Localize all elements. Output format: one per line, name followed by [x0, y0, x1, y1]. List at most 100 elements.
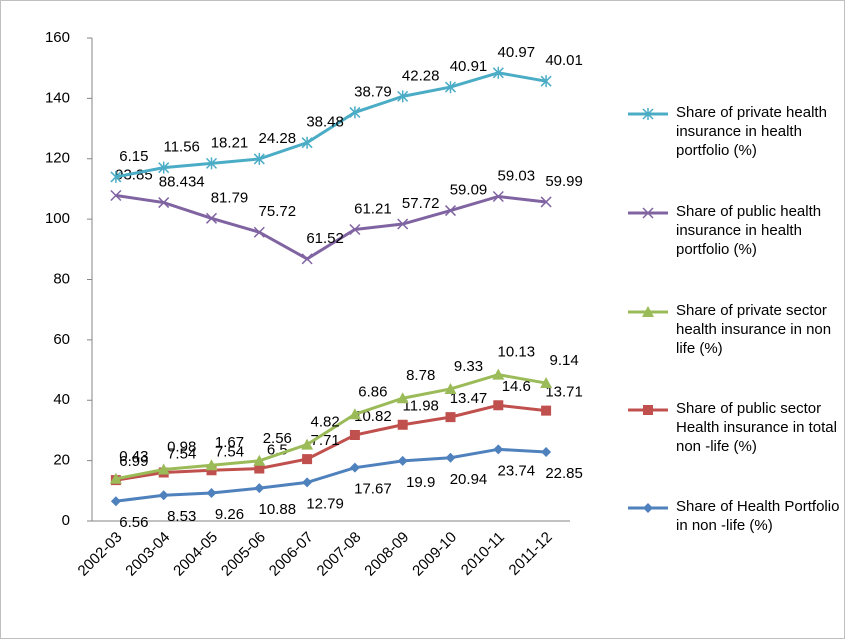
data-label: 14.6 — [502, 378, 531, 395]
marker — [158, 490, 169, 501]
x-tick-label: 2010-11 — [458, 529, 508, 579]
marker — [444, 81, 457, 94]
marker — [158, 161, 170, 174]
data-label: 1.67 — [215, 434, 244, 451]
data-label: 61.52 — [306, 230, 344, 247]
x-tick-label: 2005-06 — [218, 529, 269, 580]
data-label: 38.79 — [354, 83, 392, 100]
y-tick-label: 100 — [45, 210, 70, 227]
y-tick-label: 20 — [53, 452, 70, 469]
marker — [492, 368, 505, 380]
marker — [541, 405, 552, 416]
x-tick-label: 2007-08 — [314, 529, 365, 580]
data-label: 38.48 — [306, 114, 344, 131]
legend-label: Share of private sector health insurance… — [676, 302, 832, 357]
data-label: 11.56 — [163, 139, 199, 156]
marker — [349, 462, 360, 473]
data-label: 40.91 — [450, 58, 488, 75]
series-line — [115, 194, 547, 261]
legend-label: Share of private health insurance in hea… — [676, 104, 827, 159]
data-label: 88.434 — [159, 174, 205, 191]
marker — [110, 496, 121, 507]
data-label: 6.99 — [119, 453, 148, 470]
data-label: 7.54 — [215, 443, 244, 460]
marker — [109, 472, 122, 484]
x-tick-label: 2011-12 — [506, 529, 556, 579]
marker — [643, 405, 653, 415]
marker — [110, 189, 122, 202]
x-tick-label: 2004-05 — [170, 529, 221, 580]
marker — [110, 170, 122, 183]
marker — [253, 454, 266, 466]
data-label: 7.54 — [167, 445, 196, 462]
marker — [348, 408, 361, 420]
data-label: 8.53 — [167, 508, 196, 525]
data-label: 75.72 — [259, 203, 297, 220]
data-label: 6.15 — [119, 148, 148, 165]
marker — [301, 438, 314, 450]
marker — [253, 226, 265, 238]
marker — [643, 503, 653, 513]
marker — [397, 90, 409, 103]
data-label: 9.26 — [215, 506, 244, 523]
marker — [349, 223, 361, 236]
data-label: 81.79 — [211, 189, 249, 206]
data-label: 13.71 — [545, 384, 583, 401]
marker — [397, 455, 408, 466]
data-label: 20.94 — [450, 471, 488, 488]
marker — [493, 400, 504, 411]
y-tick-label: 0 — [62, 512, 70, 529]
data-label: 10.13 — [498, 344, 536, 361]
marker — [540, 377, 553, 389]
marker — [642, 306, 654, 317]
data-label: 23.74 — [498, 462, 536, 479]
marker — [540, 196, 552, 208]
marker — [492, 66, 504, 79]
marker — [206, 488, 217, 499]
marker — [253, 152, 265, 165]
data-label: 18.21 — [211, 134, 249, 151]
y-tick-label: 80 — [53, 270, 70, 287]
marker — [301, 136, 313, 149]
marker — [254, 463, 265, 474]
series-line — [115, 373, 547, 481]
marker — [396, 392, 409, 404]
data-label: 4.82 — [310, 414, 339, 431]
marker — [301, 253, 313, 265]
x-tick-label: 2006-07 — [266, 529, 317, 580]
data-label: 17.67 — [354, 481, 392, 498]
y-tick-label: 60 — [53, 331, 70, 348]
series-line — [115, 71, 547, 179]
data-label: 9.14 — [549, 352, 578, 369]
marker — [541, 447, 552, 458]
series-line — [115, 447, 547, 503]
data-label: 11.98 — [402, 398, 438, 415]
marker — [157, 463, 170, 475]
data-label: 13.47 — [450, 390, 488, 407]
marker — [397, 419, 408, 430]
marker — [540, 75, 552, 88]
x-tick-label: 2002-03 — [75, 529, 126, 580]
data-label: 19.9 — [406, 474, 435, 491]
x-tick-label: 2008-09 — [361, 529, 412, 580]
data-label: 6.56 — [119, 514, 148, 531]
marker — [444, 382, 457, 394]
data-label: 40.97 — [498, 44, 536, 61]
marker — [444, 205, 457, 217]
data-label: 61.21 — [354, 200, 392, 217]
x-tick-label: 2009-10 — [409, 529, 460, 580]
data-label: 59.03 — [498, 167, 536, 184]
x-tick-label: 2003-04 — [122, 529, 173, 580]
data-label: 2.56 — [263, 430, 292, 447]
marker — [445, 452, 456, 463]
data-label: 8.78 — [406, 367, 435, 384]
data-label: 59.09 — [450, 182, 488, 199]
marker — [349, 429, 360, 440]
data-label: 6.86 — [358, 383, 387, 400]
marker — [254, 483, 265, 494]
marker — [302, 454, 313, 465]
data-label: 9.33 — [454, 358, 483, 375]
marker — [397, 218, 409, 230]
data-label: 57.72 — [402, 195, 440, 212]
